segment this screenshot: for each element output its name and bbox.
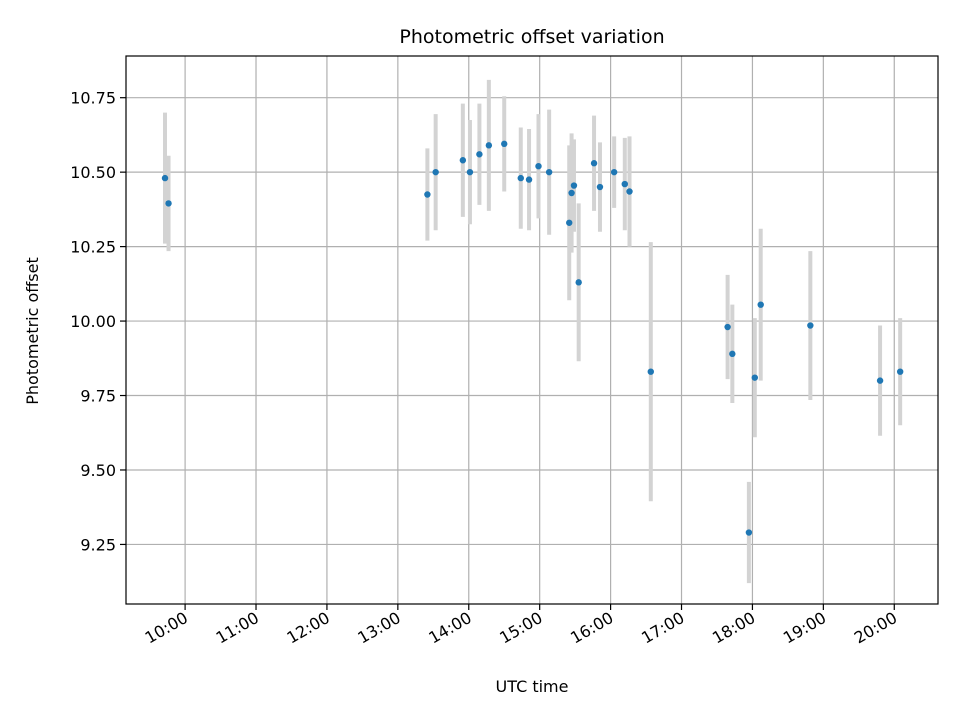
data-point — [424, 191, 431, 198]
data-point — [590, 160, 598, 167]
data-point — [517, 174, 524, 182]
data-point — [751, 374, 758, 381]
y-tick-label: 9.75 — [80, 387, 116, 406]
data-point — [525, 176, 533, 183]
data-point — [545, 168, 553, 176]
y-tick-label: 10.25 — [70, 238, 116, 257]
y-tick-label: 10.50 — [70, 163, 116, 182]
data-point — [568, 189, 575, 197]
data-point — [745, 529, 753, 536]
data-point — [896, 368, 904, 375]
data-point — [757, 301, 764, 308]
data-points — [161, 140, 904, 536]
y-tick-label: 9.25 — [80, 535, 116, 554]
data-point — [596, 183, 604, 191]
data-point — [432, 168, 439, 176]
y-tick-label: 10.00 — [70, 312, 116, 331]
data-point — [621, 180, 628, 188]
data-point — [807, 322, 814, 329]
y-tick-label: 9.50 — [80, 461, 116, 480]
data-point — [566, 219, 573, 226]
y-tick-label: 10.75 — [70, 89, 116, 108]
data-point — [466, 168, 474, 176]
x-axis-label: UTC time — [496, 677, 569, 696]
data-point — [610, 168, 618, 176]
data-point — [876, 377, 884, 384]
data-point — [647, 368, 654, 375]
plot-area-frame — [125, 55, 939, 605]
data-point — [476, 151, 483, 158]
chart-title: Photometric offset variation — [399, 26, 664, 48]
data-point — [724, 323, 731, 331]
data-point — [575, 279, 582, 286]
data-point — [161, 174, 169, 182]
data-point — [501, 140, 508, 148]
data-point — [165, 200, 172, 207]
grid — [126, 56, 938, 604]
data-point — [535, 162, 542, 170]
data-point — [626, 188, 633, 195]
data-point — [459, 157, 467, 164]
data-point — [570, 182, 578, 189]
data-point — [729, 350, 736, 358]
y-axis-label: Photometric offset — [23, 257, 42, 405]
data-point — [485, 142, 493, 149]
